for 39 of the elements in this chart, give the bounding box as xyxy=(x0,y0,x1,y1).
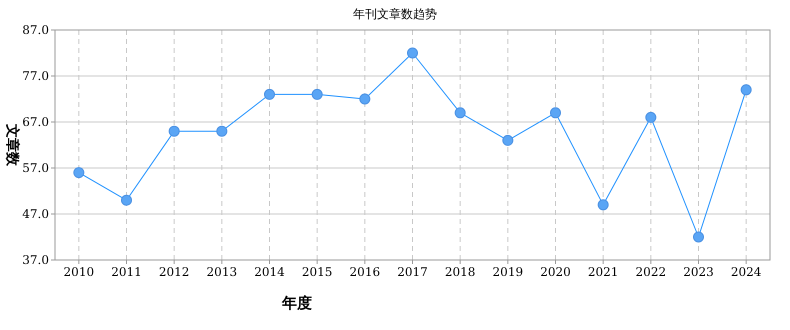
x-tick-label: 2018 xyxy=(444,265,476,279)
y-tick-label: 47.0 xyxy=(22,207,49,222)
point xyxy=(216,126,228,137)
point xyxy=(359,94,370,104)
point xyxy=(312,88,323,100)
point xyxy=(407,48,418,58)
y-tick-label: 87.0 xyxy=(22,23,49,38)
x-tick-label: 2010 xyxy=(64,265,94,279)
x-tick-label: 2011 xyxy=(111,265,142,279)
y-tick-label: 77.0 xyxy=(22,69,49,84)
x-tick-label: 2019 xyxy=(492,265,524,279)
y-tick-label: 67.0 xyxy=(22,115,49,130)
x-tick-label: 2024 xyxy=(730,265,762,279)
point xyxy=(454,107,466,118)
chart-title: 年刊文章数趋势 xyxy=(353,7,437,21)
point xyxy=(73,167,84,178)
x-axis-title: 年度 xyxy=(281,294,312,312)
x-tick-label: 2013 xyxy=(206,265,238,279)
y-tick-label: 37.0 xyxy=(22,253,49,268)
point xyxy=(264,88,275,100)
x-tick-label: 2021 xyxy=(588,265,618,279)
point xyxy=(693,232,704,242)
point xyxy=(168,126,180,137)
x-tick-label: 2015 xyxy=(302,265,332,279)
point xyxy=(740,84,752,96)
x-tick-label: 2023 xyxy=(683,265,714,279)
y-tick-label: 57.0 xyxy=(22,161,49,176)
point xyxy=(502,134,514,146)
y-axis-title: 文章数 xyxy=(4,123,21,167)
x-tick-label: 2017 xyxy=(397,265,428,279)
point xyxy=(550,107,561,118)
point xyxy=(645,112,656,123)
x-tick-label: 2014 xyxy=(254,265,286,279)
x-tick-label: 2022 xyxy=(636,265,666,279)
point xyxy=(121,194,132,206)
x-tick-label: 2020 xyxy=(540,265,571,279)
x-tick-label: 2012 xyxy=(158,265,190,279)
x-tick-label: 2016 xyxy=(350,265,380,279)
point xyxy=(598,199,609,210)
